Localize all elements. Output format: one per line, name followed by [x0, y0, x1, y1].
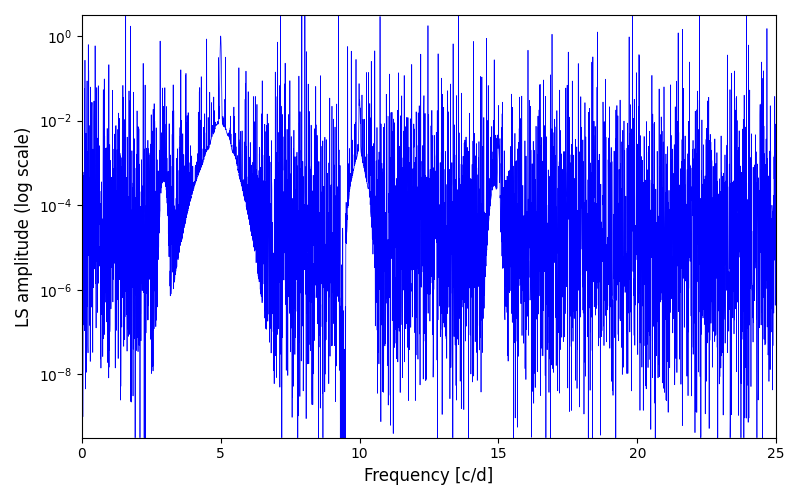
X-axis label: Frequency [c/d]: Frequency [c/d]: [364, 467, 494, 485]
Y-axis label: LS amplitude (log scale): LS amplitude (log scale): [15, 126, 33, 326]
